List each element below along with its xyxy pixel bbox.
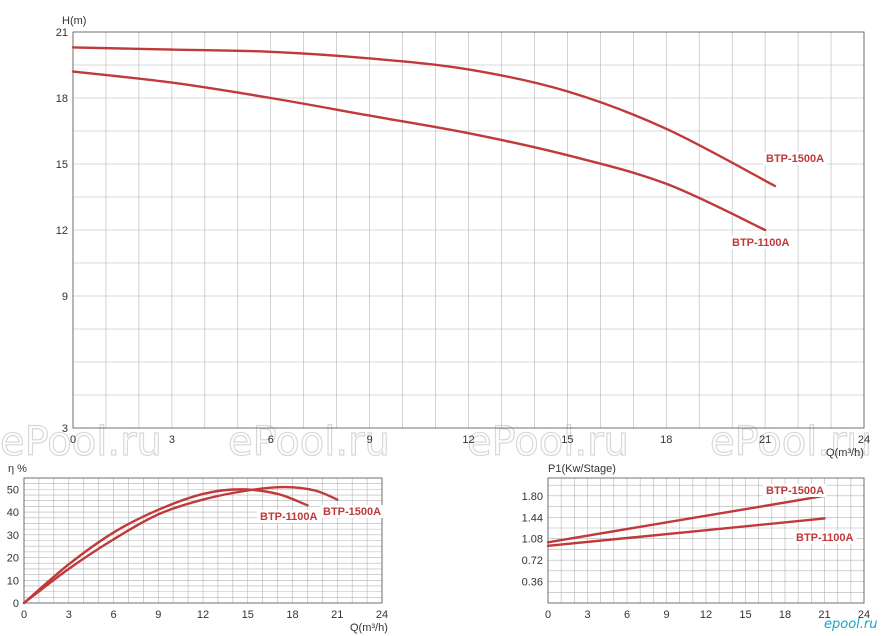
y-tick-label: 20 bbox=[7, 553, 19, 565]
series-label-bg bbox=[793, 531, 857, 544]
x-tick-label: 12 bbox=[700, 609, 712, 621]
plot-frame bbox=[23, 477, 383, 604]
y-axis-title: H(m) bbox=[62, 15, 86, 27]
power-chart: 0 3 6 9 12 15 18 21 24 0.36 0.72 1.08 1.44 1.80 P1(Kw/… bbox=[522, 463, 871, 621]
x-tick-label: 3 bbox=[584, 609, 590, 621]
series-label-btp-1500a: BTP-1500A bbox=[323, 506, 381, 518]
x-axis-title: Q(m³/h) bbox=[350, 622, 388, 634]
x-tick-label: 15 bbox=[739, 609, 751, 621]
y-tick-label: 1.80 bbox=[522, 491, 543, 503]
x-tick-label: 9 bbox=[663, 609, 669, 621]
x-tick-label: 12 bbox=[462, 434, 474, 446]
series-label-bg bbox=[320, 505, 384, 518]
y-tick-label: 10 bbox=[7, 575, 19, 587]
y-tick-label: 12 bbox=[56, 225, 68, 237]
y-tick-label: 50 bbox=[7, 484, 19, 496]
series-label-bg bbox=[257, 510, 321, 523]
x-tick-label: 0 bbox=[70, 434, 76, 446]
series-label-bg bbox=[763, 484, 827, 497]
y-tick-label: 30 bbox=[7, 530, 19, 542]
x-tick-label: 18 bbox=[779, 609, 791, 621]
series-label-btp-1100a: BTP-1100A bbox=[260, 511, 318, 523]
y-tick-label: 1.44 bbox=[522, 512, 543, 524]
y-tick-label: 15 bbox=[56, 159, 68, 171]
x-tick-label: 24 bbox=[376, 609, 388, 621]
x-tick-label: 24 bbox=[858, 609, 870, 621]
x-tick-label: 21 bbox=[759, 434, 771, 446]
y-tick-label: 18 bbox=[56, 93, 68, 105]
x-tick-label: 6 bbox=[110, 609, 116, 621]
series-line-btp-1100a bbox=[22, 488, 309, 605]
y-tick-label: 21 bbox=[56, 27, 68, 39]
series-line-btp-1500a bbox=[546, 494, 826, 544]
y-tick-label: 0.36 bbox=[522, 577, 543, 589]
x-tick-label: 21 bbox=[818, 609, 830, 621]
x-tick-label: 3 bbox=[66, 609, 72, 621]
x-tick-label: 24 bbox=[858, 434, 870, 446]
series-label-btp-1500a: BTP-1500A bbox=[766, 485, 824, 497]
x-tick-label: 6 bbox=[624, 609, 630, 621]
series-label-btp-1100a: BTP-1100A bbox=[732, 237, 790, 249]
x-tick-label: 15 bbox=[242, 609, 254, 621]
series-label-btp-1500a: BTP-1500A bbox=[766, 153, 824, 165]
x-tick-label: 0 bbox=[545, 609, 551, 621]
head-chart: 0 3 6 9 12 15 18 21 243912151821H(m)Q(m³/h)BTP-1… bbox=[56, 15, 870, 459]
plot-frame bbox=[547, 477, 865, 604]
x-tick-label: 9 bbox=[367, 434, 373, 446]
watermark-text: ePool.ru bbox=[467, 419, 629, 465]
series-label-bg bbox=[729, 236, 793, 249]
x-tick-label: 18 bbox=[660, 434, 672, 446]
x-tick-label: 18 bbox=[286, 609, 298, 621]
watermark-text: ePool.ru bbox=[228, 419, 390, 465]
x-tick-label: 21 bbox=[331, 609, 343, 621]
y-tick-label: 1.08 bbox=[522, 534, 543, 546]
watermark-text: ePool.ru bbox=[0, 419, 162, 465]
y-tick-label: 9 bbox=[62, 291, 68, 303]
x-tick-label: 12 bbox=[197, 609, 209, 621]
logo: epool.ru bbox=[824, 617, 878, 632]
series-line-btp-1100a bbox=[546, 517, 826, 548]
watermark-text: ePool.ru bbox=[710, 419, 872, 465]
y-tick-label: 0 bbox=[13, 598, 19, 610]
plot-frame bbox=[72, 31, 865, 429]
y-tick-label: 40 bbox=[7, 507, 19, 519]
x-axis-title: Q(m³/h) bbox=[826, 447, 864, 459]
y-axis-title: P1(Kw/Stage) bbox=[548, 463, 616, 475]
y-axis-title: η % bbox=[8, 463, 27, 475]
series-line-btp-1500a bbox=[22, 485, 339, 605]
efficiency-chart: 0 3 6 9 12 15 18 21 24 0 10 20 30 40 50 η % Q(m³/h) BTP-1… bbox=[7, 463, 388, 634]
series-line-btp-1100a bbox=[71, 70, 767, 232]
series-label-btp-1100a: BTP-1100A bbox=[796, 532, 854, 544]
y-tick-label: 3 bbox=[62, 423, 68, 435]
x-tick-label: 6 bbox=[268, 434, 274, 446]
x-tick-label: 15 bbox=[561, 434, 573, 446]
series-line-btp-1500a bbox=[71, 46, 777, 188]
x-tick-label: 3 bbox=[169, 434, 175, 446]
x-tick-label: 9 bbox=[155, 609, 161, 621]
series-label-bg bbox=[763, 152, 827, 165]
x-tick-label: 0 bbox=[21, 609, 27, 621]
y-tick-label: 0.72 bbox=[522, 555, 543, 567]
